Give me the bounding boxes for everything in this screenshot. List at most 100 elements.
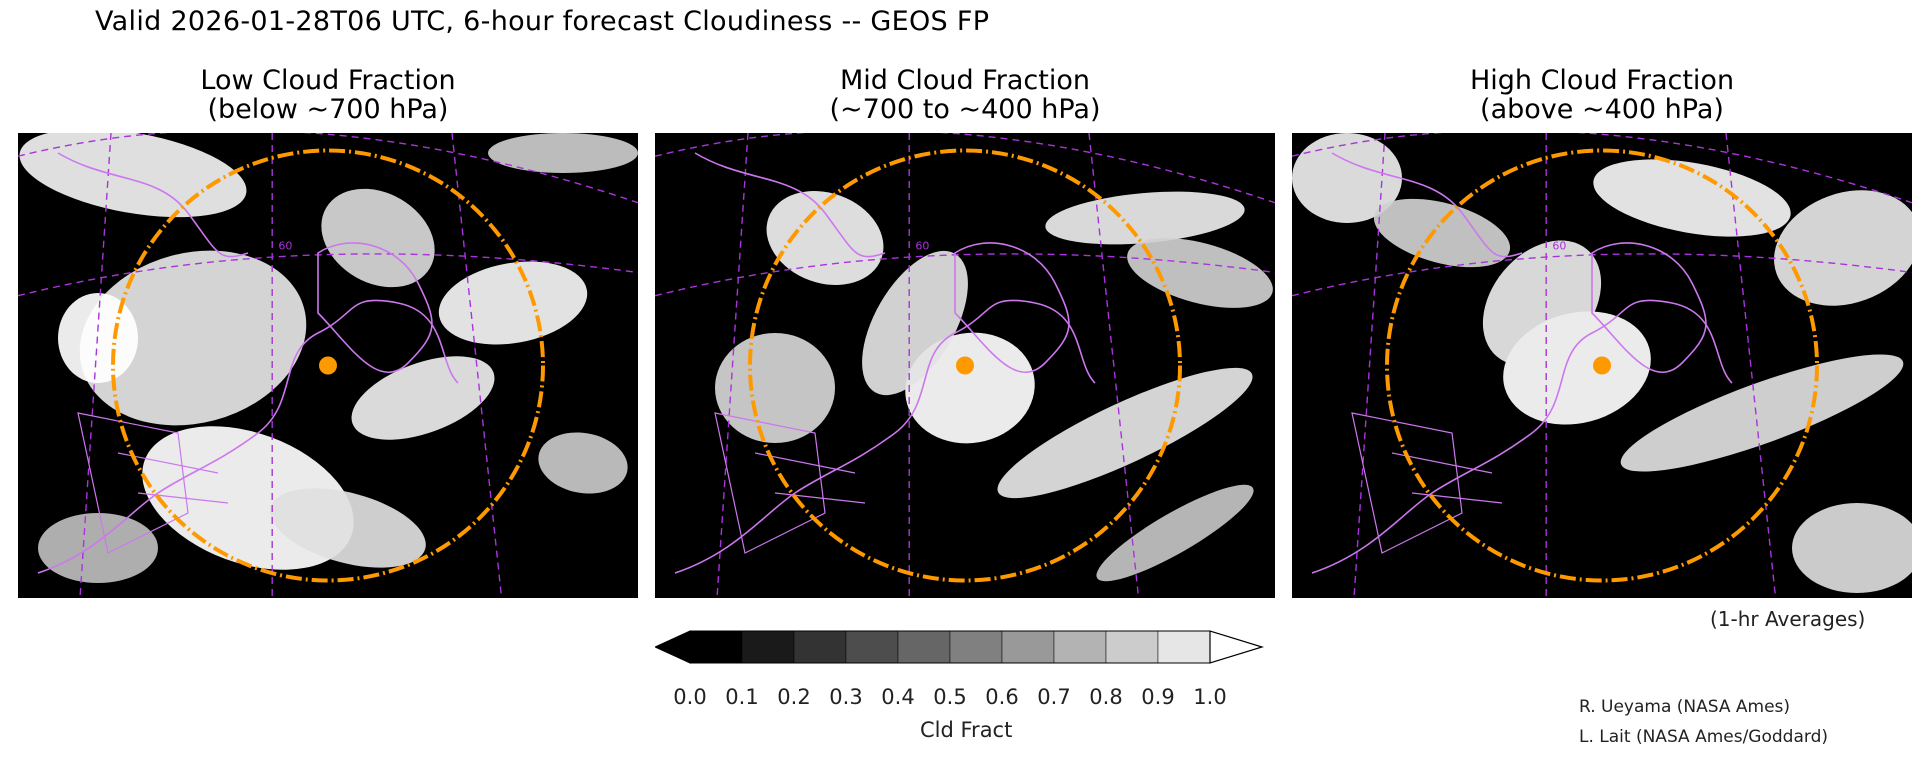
cloud-region [1620, 354, 1904, 472]
cloud-region [1127, 238, 1273, 308]
cloud-region [1045, 191, 1245, 245]
graticule-parallel [655, 253, 1275, 297]
cloud-region [79, 250, 307, 426]
cloud-region [715, 333, 835, 443]
graticule-meridian [716, 133, 749, 598]
political-boundary [714, 412, 826, 554]
colorbar-swatch [1001, 630, 1055, 664]
colorbar-swatch [845, 630, 899, 664]
panel-low-title: Low Cloud Fraction (below ~700 hPa) [18, 66, 638, 124]
coastline [1331, 152, 1523, 258]
graticule-meridian [1353, 133, 1386, 598]
panel-mid-title-line1: Mid Cloud Fraction [839, 65, 1090, 96]
graticule-meridian [451, 133, 503, 598]
graticule-label: 60 [1552, 239, 1566, 252]
cloud-region [438, 261, 588, 345]
colorbar-over-triangle [1209, 630, 1265, 664]
cloud-region [38, 513, 158, 583]
credit-ueyama: R. Ueyama (NASA Ames) [1579, 697, 1791, 717]
political-boundary [77, 412, 189, 554]
cloud-region [997, 367, 1253, 499]
cloud-region [351, 356, 495, 440]
colorbar-swatch [741, 630, 795, 664]
colorbar [655, 630, 1265, 664]
panel-high-title: High Cloud Fraction (above ~400 hPa) [1292, 66, 1912, 124]
cloud-region [862, 250, 968, 396]
cloud-region [1774, 190, 1912, 306]
graticule-meridian [79, 133, 112, 598]
colorbar-swatch [1105, 630, 1159, 664]
colorbar-under-triangle [655, 630, 691, 664]
political-boundary [1351, 412, 1463, 554]
averaging-note: (1-hr Averages) [1710, 607, 1866, 631]
panel-mid-title: Mid Cloud Fraction (~700 to ~400 hPa) [655, 66, 1275, 124]
colorbar-tick-label: 1.0 [1193, 685, 1227, 709]
map-mid-cloud: 60 [655, 133, 1275, 598]
cloud-region [1593, 159, 1791, 237]
panel-high-title-line1: High Cloud Fraction [1469, 65, 1735, 96]
coastline [317, 242, 433, 373]
coastline [37, 299, 459, 574]
colorbar-tick-label: 0.0 [673, 685, 707, 709]
panel-low-title-line1: Low Cloud Fraction [200, 65, 456, 96]
colorbar-tick-label: 0.7 [1037, 685, 1071, 709]
credit-lait: L. Lait (NASA Ames/Goddard) [1579, 727, 1828, 747]
colorbar-tick-label: 0.5 [933, 685, 967, 709]
colorbar-swatch [1157, 630, 1211, 664]
coastline [674, 299, 1096, 574]
colorbar-title: Cld Fract [920, 718, 1013, 742]
colorbar-tick-labels: 0.0 0.1 0.2 0.3 0.4 0.5 0.6 0.7 0.8 0.9 1.0 [673, 685, 1270, 715]
coastline [694, 152, 886, 258]
colorbar-tick-label: 0.2 [777, 685, 811, 709]
cloud-region [321, 188, 435, 288]
graticule-parallel [18, 133, 638, 204]
graticule-label: 60 [915, 239, 929, 252]
colorbar-tick-label: 0.3 [829, 685, 863, 709]
coastline [954, 242, 1070, 373]
cloud-region [1096, 484, 1254, 582]
graticule-parallel [1292, 253, 1912, 297]
colorbar-frame [689, 630, 1211, 664]
cloud-region [1482, 240, 1602, 366]
panel-mid-title-line2: (~700 to ~400 hPa) [829, 94, 1101, 125]
cloud-region [19, 133, 247, 218]
cloud-region [1792, 503, 1912, 593]
low-cloud-map-svg: 60 [18, 133, 638, 598]
map-low-cloud: 60 [18, 133, 638, 598]
site-marker [1593, 356, 1611, 375]
figure-title: Valid 2026-01-28T06 UTC, 6-hour forecast… [95, 6, 990, 37]
colorbar-tick-label: 0.9 [1141, 685, 1175, 709]
colorbar-swatch [689, 630, 743, 664]
cloud-region [766, 190, 884, 286]
colorbar-swatch [793, 630, 847, 664]
range-ring [1385, 148, 1819, 583]
mid-cloud-map-svg: 60 [655, 133, 1275, 598]
colorbar-swatch [897, 630, 951, 664]
graticule-parallel [655, 133, 1275, 204]
colorbar-tick-label: 0.6 [985, 685, 1019, 709]
cloud-region [1292, 133, 1402, 223]
graticule-meridian [1725, 133, 1777, 598]
colorbar-swatch [949, 630, 1003, 664]
coastline [1311, 299, 1733, 574]
high-cloud-map-svg: 60 [1292, 133, 1912, 598]
panel-high-title-line2: (above ~400 hPa) [1480, 94, 1724, 125]
map-high-cloud: 60 [1292, 133, 1912, 598]
colorbar-tick-label: 0.1 [725, 685, 759, 709]
graticule-parallel [1292, 133, 1912, 204]
panel-low-title-line2: (below ~700 hPa) [207, 94, 449, 125]
graticule-label: 60 [278, 239, 292, 252]
graticule-parallel [18, 253, 638, 297]
range-ring [748, 148, 1182, 583]
colorbar-tick-label: 0.4 [881, 685, 915, 709]
site-marker [956, 356, 974, 375]
colorbar-swatch [1053, 630, 1107, 664]
coastline [1591, 242, 1707, 373]
cloud-region [1373, 198, 1511, 268]
cloud-region [488, 133, 638, 173]
coastline [57, 152, 249, 258]
cloud-region [270, 488, 426, 568]
graticule-meridian [1088, 133, 1140, 598]
colorbar-tick-label: 0.8 [1089, 685, 1123, 709]
cloud-region [538, 432, 628, 494]
